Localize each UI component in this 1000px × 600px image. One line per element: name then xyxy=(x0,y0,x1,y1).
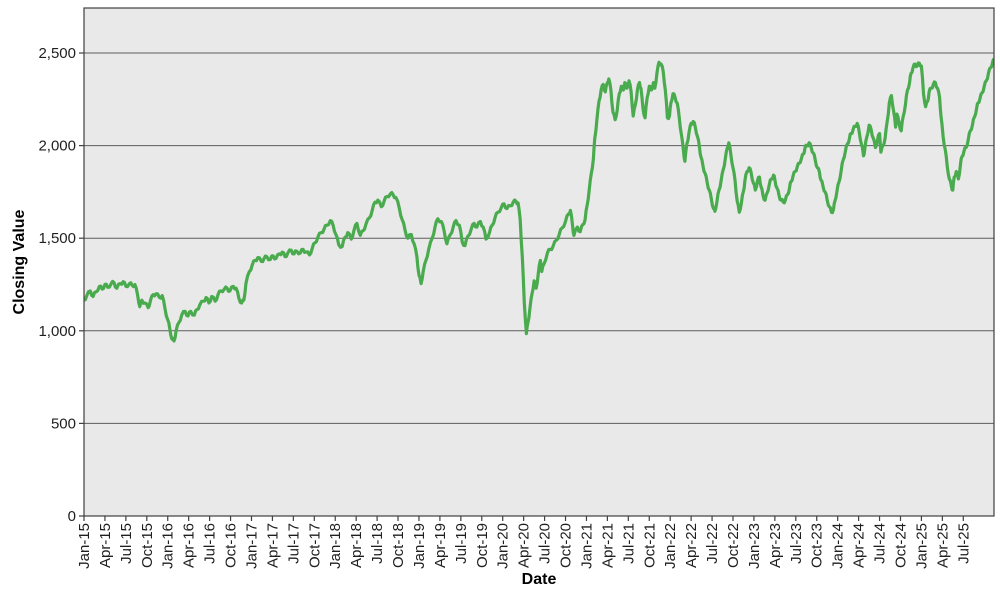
x-tick-label: Oct-24 xyxy=(892,523,909,568)
x-tick-label: Jul-20 xyxy=(537,523,554,564)
x-tick-label: Jul-23 xyxy=(788,523,805,564)
x-tick-label: Apr-16 xyxy=(181,523,198,568)
x-tick-label: Oct-19 xyxy=(474,523,491,568)
x-tick-label: Jul-15 xyxy=(118,523,135,564)
y-axis-title: Closing Value xyxy=(11,209,28,315)
x-tick-label: Apr-15 xyxy=(97,523,114,568)
x-tick-label: Oct-17 xyxy=(306,523,323,568)
x-tick-label: Jan-21 xyxy=(578,523,595,569)
x-tick-label: Jul-18 xyxy=(369,523,386,564)
x-tick-label: Jan-25 xyxy=(913,523,930,569)
x-axis-title: Date xyxy=(521,571,557,588)
plot-border xyxy=(83,7,995,517)
x-tick-label: Apr-19 xyxy=(432,523,449,568)
x-tick-label: Apr-17 xyxy=(264,523,281,568)
x-tick-label: Apr-23 xyxy=(767,523,784,568)
x-tick-label: Oct-16 xyxy=(223,523,240,568)
x-tick-label: Apr-18 xyxy=(348,523,365,568)
x-tick-label: Jan-20 xyxy=(495,523,512,569)
y-tick-label: 2,000 xyxy=(38,138,76,155)
x-tick-label: Apr-21 xyxy=(599,523,616,568)
x-tick-label: Apr-20 xyxy=(516,523,533,568)
x-tick-label: Jan-24 xyxy=(830,523,847,569)
x-tick-label: Oct-20 xyxy=(558,523,575,568)
x-tick-label: Jul-17 xyxy=(285,523,302,564)
x-tick-label: Oct-15 xyxy=(139,523,156,568)
x-tick-label: Jul-22 xyxy=(704,523,721,564)
x-tick-label: Jan-16 xyxy=(160,523,177,569)
x-tick-label: Jan-19 xyxy=(411,523,428,569)
y-tick-label: 500 xyxy=(51,415,76,432)
x-tick-label: Jan-23 xyxy=(746,523,763,569)
x-tick-label: Jul-25 xyxy=(955,523,972,564)
y-tick-label: 2,500 xyxy=(38,45,76,62)
x-tick-label: Jul-21 xyxy=(620,523,637,564)
closing-value-line xyxy=(84,58,994,343)
x-tick-label: Jan-15 xyxy=(76,523,93,569)
x-tick-label: Jul-24 xyxy=(872,523,889,564)
x-tick-label: Apr-25 xyxy=(934,523,951,568)
x-tick-label: Oct-21 xyxy=(641,523,658,568)
x-tick-label: Jan-22 xyxy=(662,523,679,569)
x-tick-label: Oct-23 xyxy=(809,523,826,568)
x-tick-label: Jan-17 xyxy=(243,523,260,569)
x-tick-label: Oct-18 xyxy=(390,523,407,568)
x-tick-label: Apr-24 xyxy=(851,523,868,568)
x-tick-label: Jan-18 xyxy=(327,523,344,569)
x-tick-label: Apr-22 xyxy=(683,523,700,568)
y-tick-label: 0 xyxy=(68,508,76,525)
x-tick-label: Oct-22 xyxy=(725,523,742,568)
y-tick-label: 1,000 xyxy=(38,323,76,340)
x-tick-label: Jul-19 xyxy=(453,523,470,564)
x-tick-label: Jul-16 xyxy=(202,523,219,564)
y-tick-label: 1,500 xyxy=(38,230,76,247)
